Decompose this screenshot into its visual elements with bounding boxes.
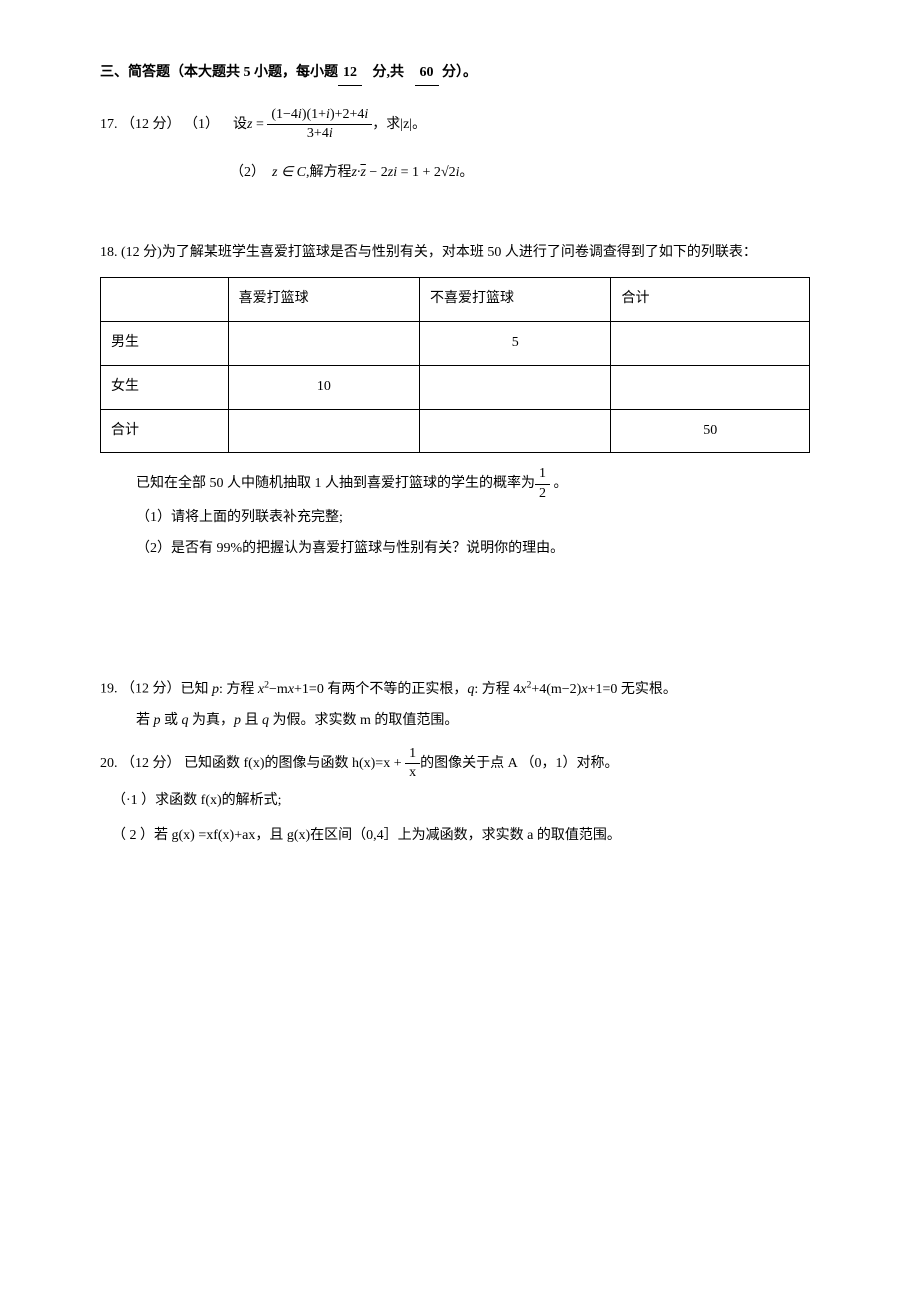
q18-points: (12 分) xyxy=(121,245,162,260)
q17-denominator: 3+4i xyxy=(267,125,372,143)
cell-total-total: 50 xyxy=(611,409,810,453)
q17-points: （12 分） xyxy=(121,117,181,132)
q17-part1: 17. （12 分） （1） 设z = (1−4i)(1+i)+2+4i3+4i… xyxy=(100,106,820,143)
cell-female-likes: 10 xyxy=(228,365,419,409)
q18-prob-num: 1 xyxy=(535,465,550,484)
q17-number: 17. xyxy=(100,117,118,132)
q17-part2: （2） z ∈ C,解方程z·z − 2zi = 1 + 2√2i。 xyxy=(100,158,820,189)
q18-header: 18. (12 分)为了解某班学生喜爱打篮球是否与性别有关，对本班 50 人进行… xyxy=(100,238,820,269)
q17-p2-end: 。 xyxy=(460,165,474,180)
cell-female-total xyxy=(611,365,810,409)
cell-female-label: 女生 xyxy=(101,365,229,409)
q17-p2-prefix: z ∈ C xyxy=(272,165,306,180)
q19-number: 19. xyxy=(100,682,118,697)
total-blank: 60 xyxy=(415,60,439,86)
q18-context: 已知在全部 50 人中随机抽取 1 人抽到喜爱打篮球的学生的概率为12 。 xyxy=(100,465,820,502)
q18-sub2: （2）是否有 99%的把握认为喜爱打篮球与性别有关？说明你的理由。 xyxy=(100,534,820,565)
th-dislikes: 不喜爱打篮球 xyxy=(420,278,611,322)
cell-male-likes xyxy=(228,321,419,365)
q17-abs-z: |z| xyxy=(400,117,412,132)
q18-context-suffix: 。 xyxy=(550,476,568,491)
contingency-table: 喜爱打篮球 不喜爱打篮球 合计 男生 5 女生 10 合计 50 xyxy=(100,277,810,453)
q17-eq2-mid: − 2zi = 1 + 2 xyxy=(366,165,441,180)
q19-text1: 已知 p: 方程 x2−mx+1=0 有两个不等的正实根，q: 方程 4x2+4… xyxy=(181,682,677,697)
q17-numerator: (1−4i)(1+i)+2+4i xyxy=(267,106,372,125)
q20-sub1: （·1 ）求函数 f(x)的解析式; xyxy=(100,786,820,817)
question-19: 19. （12 分）已知 p: 方程 x2−mx+1=0 有两个不等的正实根，q… xyxy=(100,674,820,736)
q18-sub1: （1）请将上面的列联表补充完整; xyxy=(100,503,820,534)
cell-total-label: 合计 xyxy=(101,409,229,453)
q18-context-prefix: 已知在全部 50 人中随机抽取 1 人抽到喜爱打篮球的学生的概率为 xyxy=(136,476,535,491)
cell-male-total xyxy=(611,321,810,365)
q20-text-suffix: 的图像关于点 A （0，1）对称。 xyxy=(420,755,618,770)
table-row-total: 合计 50 xyxy=(101,409,810,453)
q20-sub2: （ 2 ）若 g(x) =xf(x)+ax，且 g(x)在区间（0,4］上为减函… xyxy=(100,821,820,852)
q17-p2-mid: ,解方程 xyxy=(306,165,352,180)
section-prefix: 三、简答题（本大题共 5 小题，每小题 xyxy=(100,65,338,80)
q19-line2: 若 p 或 q 为真，p 且 q 为假。求实数 m 的取值范围。 xyxy=(100,706,820,737)
q17-p1-label: （1） xyxy=(184,117,219,132)
q17-p1-end: 。 xyxy=(412,117,426,132)
table-header-row: 喜爱打篮球 不喜爱打篮球 合计 xyxy=(101,278,810,322)
q18-number: 18. xyxy=(100,245,118,260)
q19-points: （12 分） xyxy=(121,682,181,697)
cell-male-label: 男生 xyxy=(101,321,229,365)
cell-total-dislikes xyxy=(420,409,611,453)
q18-prob-fraction: 12 xyxy=(535,465,550,502)
section-mid: 分,共 xyxy=(373,65,405,80)
q20-frac-den: x xyxy=(405,764,420,782)
q17-eq: = xyxy=(252,117,267,132)
q20-frac-num: 1 xyxy=(405,745,420,764)
table-row-female: 女生 10 xyxy=(101,365,810,409)
q17-p2-label: （2） xyxy=(230,165,265,180)
cell-female-dislikes xyxy=(420,365,611,409)
q17-p1-prefix: 设 xyxy=(233,117,247,132)
question-20: 20. （12 分） 已知函数 f(x)的图像与函数 h(x)=x + 1x的图… xyxy=(100,745,820,852)
q18-prob-den: 2 xyxy=(535,485,550,503)
cell-male-dislikes: 5 xyxy=(420,321,611,365)
q17-fraction: (1−4i)(1+i)+2+4i3+4i xyxy=(267,106,372,143)
q20-line1: 20. （12 分） 已知函数 f(x)的图像与函数 h(x)=x + 1x的图… xyxy=(100,745,820,782)
table-row-male: 男生 5 xyxy=(101,321,810,365)
th-likes: 喜爱打篮球 xyxy=(228,278,419,322)
q20-text-prefix: 已知函数 f(x)的图像与函数 h(x)=x + xyxy=(184,755,405,770)
th-blank xyxy=(101,278,229,322)
question-18: 18. (12 分)为了解某班学生喜爱打篮球是否与性别有关，对本班 50 人进行… xyxy=(100,238,820,564)
q20-fraction: 1x xyxy=(405,745,420,782)
question-17: 17. （12 分） （1） 设z = (1−4i)(1+i)+2+4i3+4i… xyxy=(100,106,820,188)
q19-line1: 19. （12 分）已知 p: 方程 x2−mx+1=0 有两个不等的正实根，q… xyxy=(100,674,820,705)
q17-sqrt2: √2 xyxy=(441,165,456,180)
q17-p1-suffix: ，求 xyxy=(372,117,400,132)
section-suffix: 分）。 xyxy=(442,65,477,80)
th-total: 合计 xyxy=(611,278,810,322)
q20-number: 20. xyxy=(100,755,118,770)
q18-intro: 为了解某班学生喜爱打篮球是否与性别有关，对本班 50 人进行了问卷调查得到了如下… xyxy=(162,245,757,260)
section-heading: 三、简答题（本大题共 5 小题，每小题12 分,共 60 分）。 xyxy=(100,60,820,86)
q20-points: （12 分） xyxy=(121,755,181,770)
per-question-blank: 12 xyxy=(338,60,362,86)
cell-total-likes xyxy=(228,409,419,453)
